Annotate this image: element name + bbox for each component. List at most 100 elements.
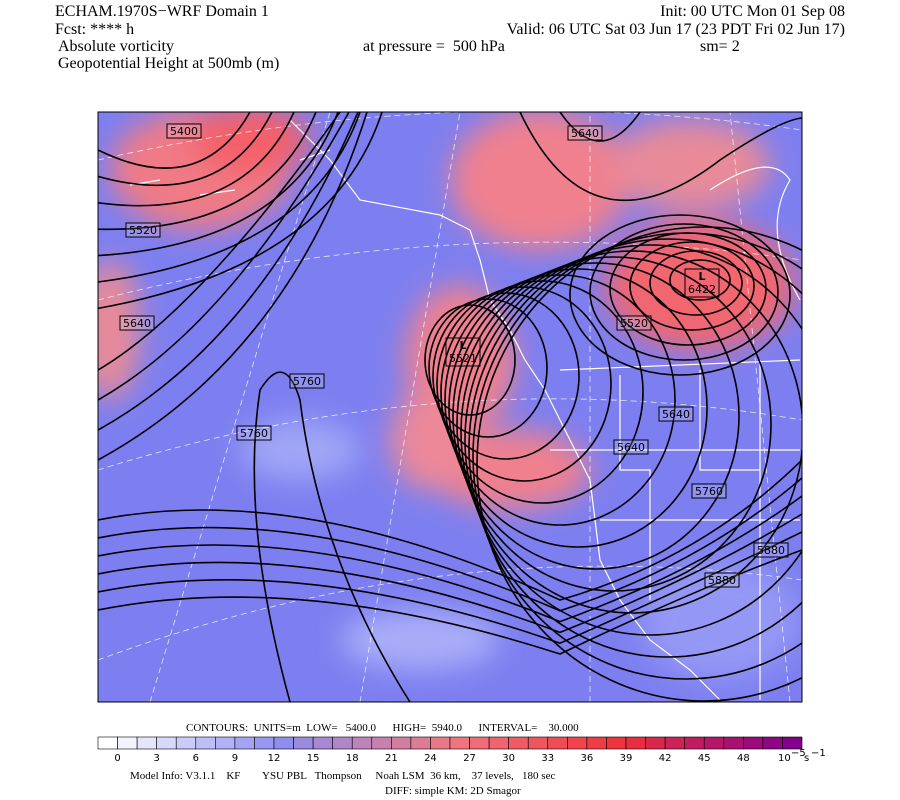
contour-label: 5760 xyxy=(240,427,268,440)
contour-labels: 5400 5640 5520 5640 5520 5760 5760 5640 5640 5760… xyxy=(119,123,789,588)
label-box xyxy=(119,315,155,331)
colorbar-cell xyxy=(586,736,607,750)
contour xyxy=(629,241,755,331)
contour xyxy=(452,262,740,570)
contour xyxy=(98,112,350,401)
colorbar-label: 0 xyxy=(114,753,120,764)
contour xyxy=(519,112,802,202)
contour-info: CONTOURS: UNITS=m LOW= 5400.0 HIGH= 5940… xyxy=(186,722,579,734)
smoothing: sm= 2 xyxy=(700,38,740,55)
colorbar-label: 36 xyxy=(581,753,594,764)
contour-label: 5400 xyxy=(170,125,198,138)
colorbar-label: 33 xyxy=(541,753,554,764)
contour xyxy=(472,232,802,680)
colorbar: 0 3 6 9 12 15 18 21 24 27 30 33 36 39 42 45 48 10 −5s −1 xyxy=(97,736,826,764)
colorbar-cell xyxy=(215,736,236,750)
contour xyxy=(98,495,802,623)
contour xyxy=(669,259,731,301)
colorbar-cell xyxy=(371,736,392,750)
colorbar-unit: −5 xyxy=(791,748,806,759)
colorbar-unit: −1 xyxy=(811,748,826,759)
colorbar-cell xyxy=(410,736,431,750)
contour-label: 5640 xyxy=(123,317,151,330)
contour xyxy=(444,274,676,526)
colorbar-label: 30 xyxy=(502,753,515,764)
contour xyxy=(98,549,802,655)
contour-label: 5520 xyxy=(129,224,157,237)
contour xyxy=(98,112,273,187)
contour-label: 5640 xyxy=(571,127,599,140)
low-symbol: L xyxy=(459,339,466,352)
valid: Valid: 06 UTC Sat 03 Jun 17 (23 PDT Fri … xyxy=(507,21,845,38)
contour xyxy=(98,112,339,257)
colorbar-cell xyxy=(684,736,705,750)
label-box xyxy=(125,222,161,238)
contour xyxy=(98,112,359,431)
colorbar-cell xyxy=(567,736,588,750)
contour xyxy=(559,112,641,142)
contour xyxy=(98,112,317,231)
colorbar-label: 15 xyxy=(307,753,320,764)
low-symbol: L xyxy=(698,270,705,283)
colorbar-unit: 10 xyxy=(778,753,791,764)
colorbar-label: 3 xyxy=(153,753,159,764)
contour xyxy=(98,112,295,207)
colorbar-cell xyxy=(488,736,509,750)
field: Absolute vorticity xyxy=(58,38,174,55)
map xyxy=(98,112,802,702)
colorbar-cell xyxy=(664,736,685,750)
contour xyxy=(98,112,383,310)
colorbar-cell xyxy=(762,736,783,750)
contour xyxy=(476,226,802,702)
label-box xyxy=(613,439,649,455)
label-box xyxy=(658,406,694,422)
colorbar-cell xyxy=(723,736,744,750)
colorbar-label: 9 xyxy=(232,753,238,764)
label-box xyxy=(166,123,202,139)
init: Init: 00 UTC Mon 01 Sep 08 xyxy=(660,3,845,20)
label-box xyxy=(567,125,603,141)
contour xyxy=(98,513,802,634)
colorbar-cell xyxy=(351,736,373,750)
colorbar-cell xyxy=(195,736,216,750)
label-box xyxy=(704,572,740,588)
colorbar-cell xyxy=(293,736,314,750)
colorbar-label: 24 xyxy=(424,753,437,764)
colorbar-cell xyxy=(606,736,627,750)
contour-label: 5760 xyxy=(293,375,321,388)
contour-label: 5760 xyxy=(695,485,723,498)
colorbar-cell xyxy=(117,736,138,750)
pressure: at pressure = 500 hPa xyxy=(363,38,505,55)
contour xyxy=(98,477,802,612)
colorbar-label: 48 xyxy=(737,753,750,764)
contour xyxy=(98,112,368,461)
low-value: 5521 xyxy=(449,352,477,365)
label-box xyxy=(616,315,652,331)
label-box xyxy=(691,483,727,499)
title: ECHAM.1970S−WRF Domain 1 xyxy=(55,3,269,20)
colorbar-label: 27 xyxy=(463,753,476,764)
contour xyxy=(589,223,779,361)
contour xyxy=(468,238,802,658)
colorbar-label: 21 xyxy=(385,753,398,764)
colorbar-cell xyxy=(547,736,568,750)
coastlines xyxy=(129,119,801,701)
label-box xyxy=(236,425,272,441)
colorbar-cell xyxy=(430,736,451,750)
colorbar-cell xyxy=(469,736,490,750)
colorbar-label: 12 xyxy=(268,753,281,764)
colorbar-cell xyxy=(645,736,666,750)
forecast: Fcst: **** h xyxy=(55,21,134,38)
colorbar-cell xyxy=(703,736,725,750)
colorbar-cell xyxy=(508,736,529,750)
colorbar-cell xyxy=(625,736,646,750)
contour xyxy=(98,112,251,169)
colorbar-label: 6 xyxy=(193,753,199,764)
colorbar-label: 42 xyxy=(659,753,672,764)
colorbar-cell xyxy=(449,736,470,750)
contour xyxy=(424,304,516,416)
label-box xyxy=(289,373,325,389)
colorbar-cell xyxy=(743,736,764,750)
